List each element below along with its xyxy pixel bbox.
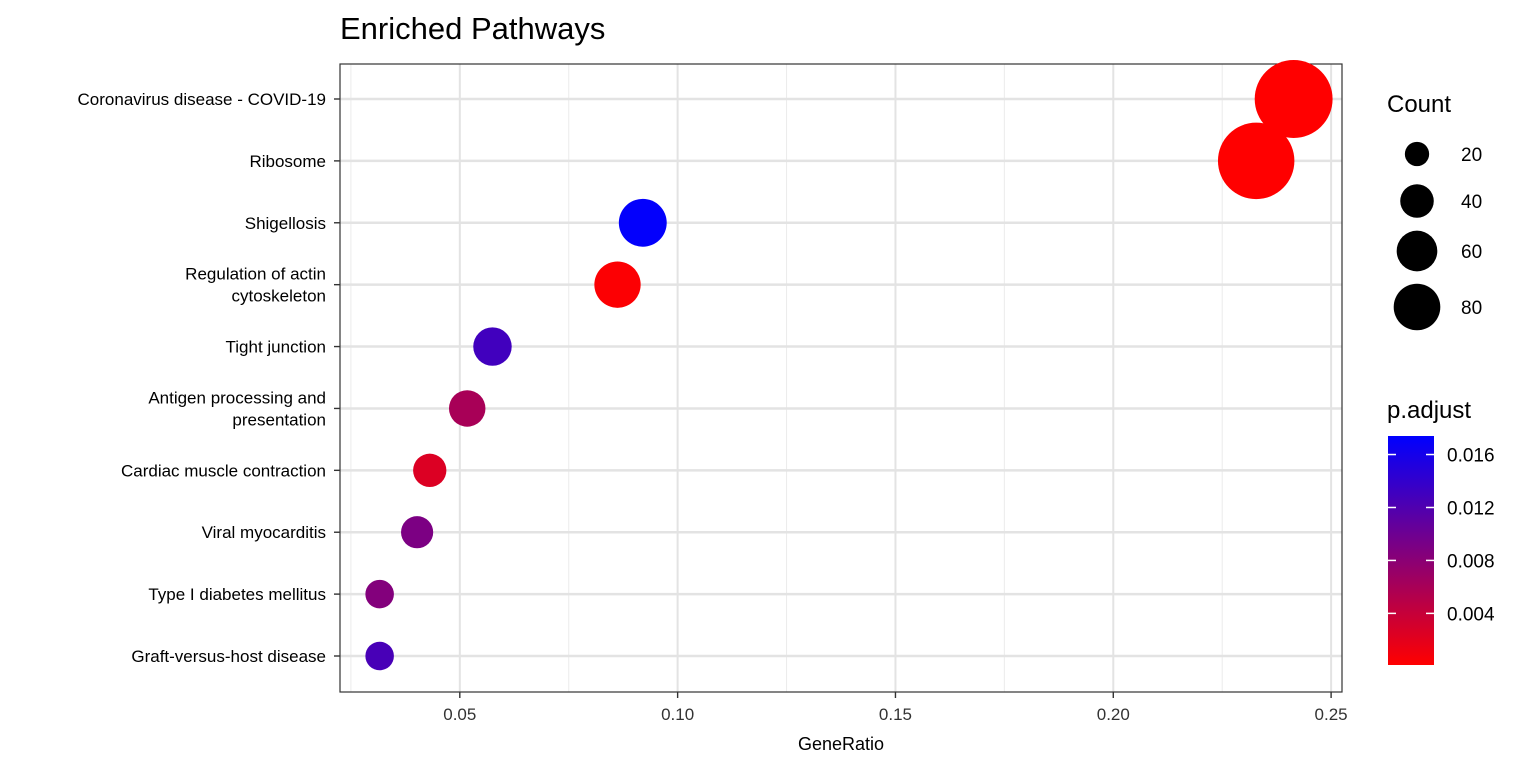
p-adjust-legend: p.adjust 0.004 0.008 0.012 0.016 [1387,397,1495,665]
x-tick-label: 0.25 [1315,705,1348,724]
x-axis-title: GeneRatio [798,734,884,754]
y-tick-label: Shigellosis [245,214,326,233]
data-point [448,390,486,427]
p-adjust-legend-label: 0.008 [1447,551,1495,572]
p-adjust-legend-label: 0.004 [1447,604,1495,625]
y-tick-label: Tight junction [226,338,326,357]
count-legend-title: Count [1387,91,1451,118]
count-legend-label: 20 [1461,145,1482,166]
x-tick-label: 0.20 [1097,705,1130,724]
y-tick-label: Cardiac muscle contraction [121,461,326,480]
count-legend-label: 80 [1461,298,1482,319]
y-tick-label: Viral myocarditis [202,523,326,542]
x-tick-label: 0.05 [443,705,476,724]
p-adjust-legend-title: p.adjust [1387,397,1471,424]
data-point [365,641,394,671]
x-axis: 0.05 0.10 0.15 0.20 0.25 [443,692,1348,724]
data-point [1217,122,1295,200]
x-tick-label: 0.15 [879,705,912,724]
data-point [473,327,512,366]
count-legend-key [1396,230,1438,272]
minor-gridlines [350,64,1223,692]
y-tick-label: Regulation of actin cytoskeleton [185,265,326,306]
p-adjust-legend-label: 0.012 [1447,498,1495,519]
count-legend-key [1393,283,1441,331]
y-tick-label: Coronavirus disease - COVID-19 [78,90,326,109]
y-axis: Coronavirus disease - COVID-19 Ribosome Sh… [78,90,340,666]
count-legend-key [1400,184,1434,218]
data-points [365,60,1333,671]
data-point [618,198,667,247]
p-adjust-legend-label: 0.016 [1447,446,1495,467]
y-tick-label: Antigen processing and presentation [148,388,326,429]
data-point [365,579,394,609]
data-point [401,516,434,549]
y-tick-label: Type I diabetes mellitus [148,585,326,604]
data-point [413,453,447,487]
plot-panel-border [339,63,1343,693]
count-legend: Count 20 40 60 80 [1387,91,1482,331]
chart-title: Enriched Pathways [340,11,605,46]
p-adjust-colorbar [1388,436,1434,665]
count-legend-key [1404,141,1430,167]
data-point [594,261,641,308]
x-tick-label: 0.10 [661,705,694,724]
data-point [1254,60,1333,138]
count-legend-label: 40 [1461,192,1482,213]
major-gridlines [340,64,1342,692]
count-legend-label: 60 [1461,242,1482,263]
y-tick-label: Ribosome [249,152,326,171]
y-tick-label: Graft-versus-host disease [131,647,326,666]
